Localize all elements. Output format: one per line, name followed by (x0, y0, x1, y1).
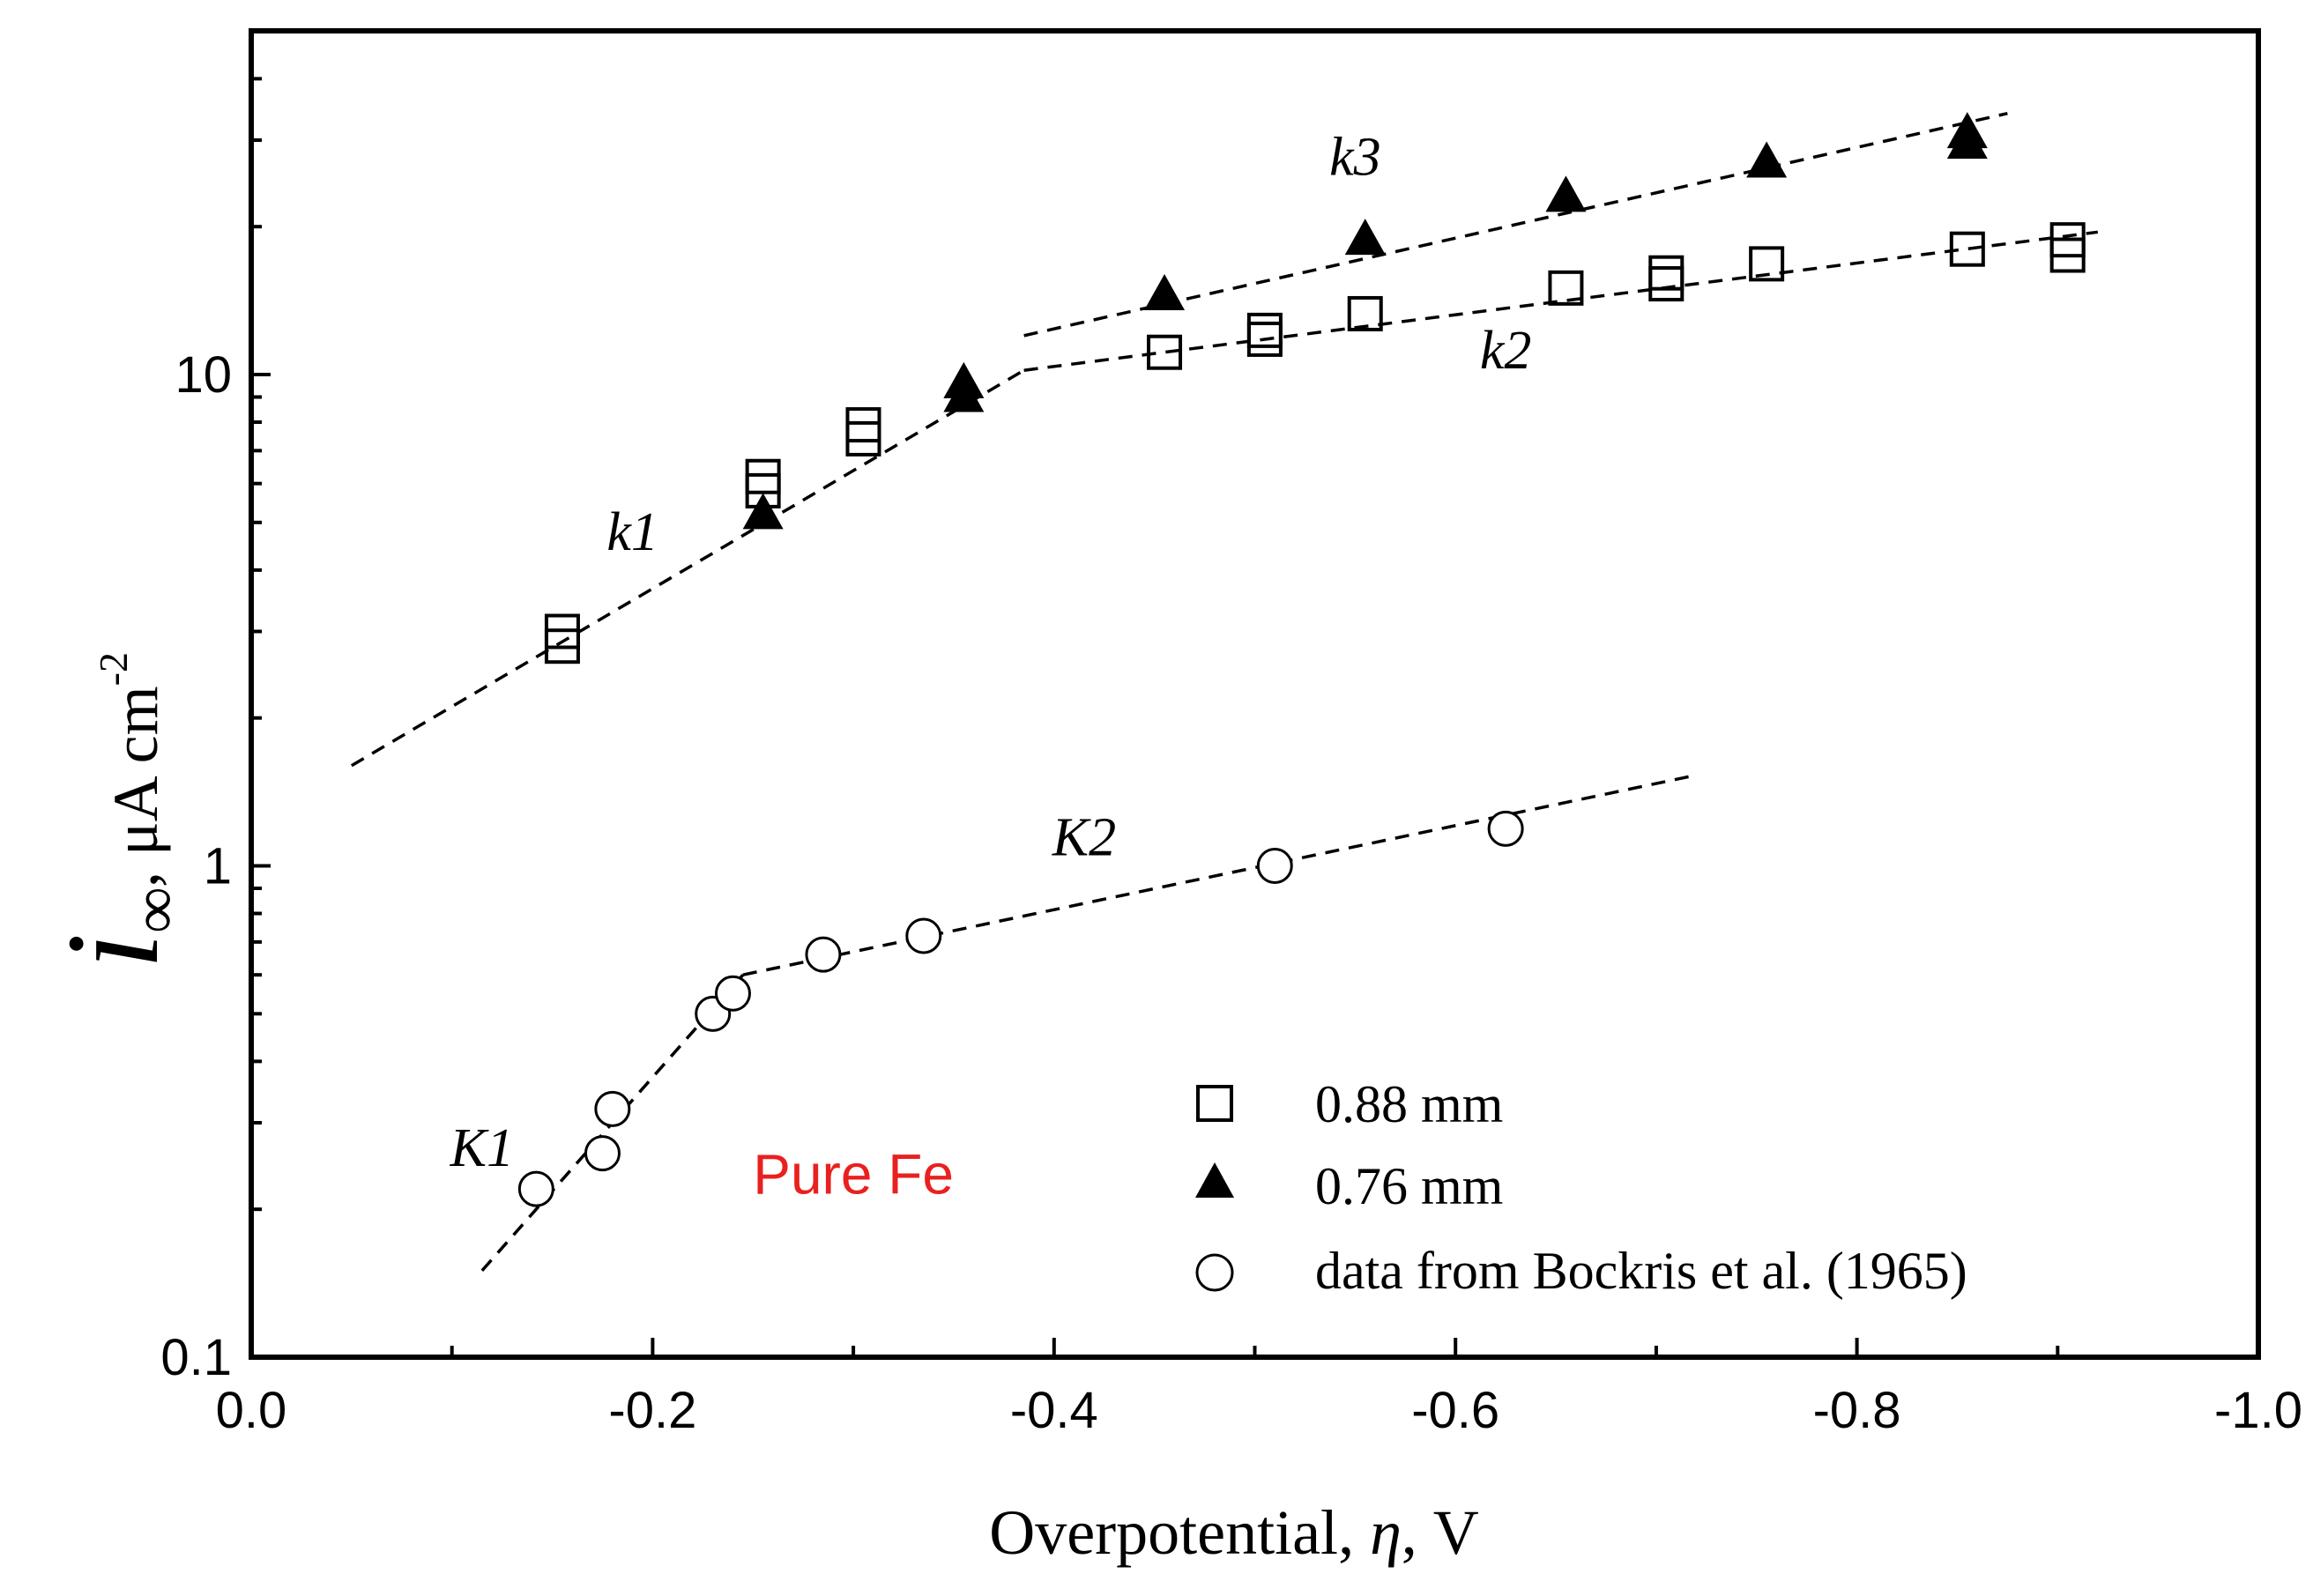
point-088mm (845, 420, 881, 457)
point-088mm (1347, 295, 1383, 331)
point-bockris (584, 1135, 621, 1172)
legend-label-bockris: data from Bockris et al. (1965) (1315, 1242, 1967, 1300)
x-tick-label: -0.4 (1010, 1382, 1098, 1439)
pure-fe-label: Pure Fe (753, 1143, 954, 1206)
legend-marker-square (1196, 1085, 1233, 1122)
point-088mm (544, 613, 580, 650)
annotation-k2: k2 (1480, 321, 1532, 381)
fit-line-K2 (742, 773, 1697, 976)
point-088mm (1949, 231, 1985, 267)
annotations: k1 k2 k3 K1 K2 (450, 127, 1532, 1178)
point-076mm (1946, 112, 1988, 149)
point-088mm (1548, 270, 1584, 306)
annotation-k3: k3 (1329, 127, 1381, 187)
y-tick-label: 0.1 (160, 1329, 232, 1386)
point-088mm (2049, 222, 2086, 258)
point-076mm (1746, 141, 1788, 178)
point-bockris (594, 1090, 631, 1127)
point-bockris (905, 917, 942, 954)
point-076mm (1545, 175, 1587, 212)
point-bockris (805, 936, 842, 973)
y-tick-label: 10 (175, 346, 232, 404)
point-076mm (943, 361, 985, 398)
legend-marker-triangle (1195, 1162, 1234, 1198)
axis-tick-labels: 0.0 -0.2 -0.4 -0.6 -0.8 -1.0 0.1 1 10 (160, 346, 2302, 1439)
x-tick-label: 0.0 (216, 1382, 287, 1439)
fit-line-k3 (1023, 111, 2008, 338)
point-bockris (1487, 810, 1524, 847)
point-088mm (1147, 334, 1183, 370)
x-axis-prefix: Overpotential, (989, 1497, 1370, 1568)
annotation-k1: k1 (606, 502, 658, 562)
annotation-K2: K2 (1052, 808, 1116, 868)
point-bockris (517, 1170, 554, 1207)
x-tick-label: -0.8 (1813, 1382, 1901, 1439)
y-axis-title: i∞, μA cm-2 (40, 652, 190, 969)
x-tick-label: -0.2 (608, 1382, 696, 1439)
x-axis-suffix: , V (1402, 1497, 1479, 1568)
legend-marker-circle (1195, 1253, 1234, 1292)
y-tick-label: 1 (204, 838, 232, 895)
point-088mm (1749, 246, 1785, 282)
point-076mm (1144, 274, 1186, 311)
point-088mm (1246, 312, 1283, 348)
data-markers (517, 112, 2086, 1207)
point-bockris (714, 975, 751, 1012)
y-axis-subscript: ∞ (120, 887, 190, 932)
axis-ticks (249, 77, 2260, 1359)
point-076mm (1344, 219, 1386, 256)
point-088mm (745, 458, 781, 494)
y-axis-symbol: i (40, 932, 186, 969)
point-088mm (1648, 266, 1685, 302)
point-088mm (1648, 255, 1685, 291)
plot-frame (249, 28, 2261, 1360)
y-axis-exponent: -2 (91, 652, 136, 686)
x-tick-label: -1.0 (2214, 1382, 2302, 1439)
annotation-K1: K1 (450, 1118, 514, 1178)
legend: 0.88 mm 0.76 mm data from Bockris et al.… (1195, 1075, 1967, 1300)
point-076mm (742, 493, 784, 530)
point-088mm (845, 407, 881, 443)
fit-line-k2 (1023, 230, 2099, 372)
fit-line-k1 (350, 368, 1025, 768)
legend-label-076: 0.76 mm (1315, 1157, 1503, 1215)
x-axis-title: Overpotential, η, V (989, 1497, 1479, 1568)
x-tick-label: -0.6 (1411, 1382, 1499, 1439)
legend-label-088: 0.88 mm (1315, 1075, 1503, 1133)
x-axis-symbol: η (1370, 1497, 1402, 1568)
point-bockris (1256, 848, 1293, 884)
y-axis-unit: , μA cm (100, 686, 171, 887)
